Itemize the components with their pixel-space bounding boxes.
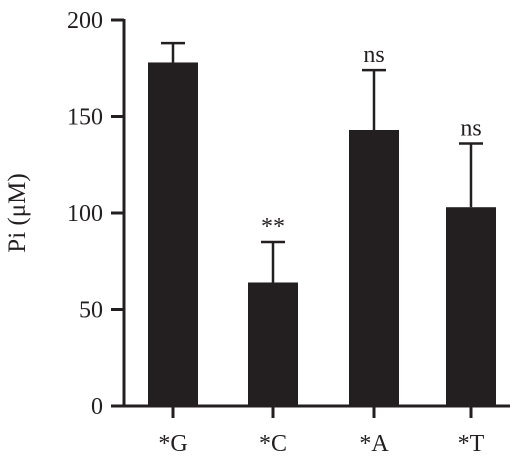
x-ticks: *G *C *A *T	[158, 406, 485, 457]
error-bars	[161, 41, 483, 283]
x-tick-label: *T	[458, 431, 485, 457]
y-axis-title: Pi (μM)	[4, 173, 31, 252]
significance-label: **	[261, 214, 285, 240]
y-tick-label: 0	[91, 394, 103, 420]
bar-1	[248, 282, 298, 406]
y-tick-label: 150	[67, 105, 103, 131]
x-tick-label: *A	[359, 431, 389, 457]
bar-0	[148, 62, 198, 407]
y-ticks: 0 50 100 150 200	[67, 8, 124, 420]
y-tick-label: 200	[67, 8, 103, 34]
bar-2	[349, 130, 399, 406]
significance-label: ns	[363, 42, 384, 68]
y-tick-label: 100	[67, 201, 103, 227]
bar-3	[446, 207, 496, 406]
significance-label: ns	[460, 116, 481, 142]
significance-labels: ** ns ns	[261, 42, 482, 240]
bars	[148, 62, 496, 407]
y-tick-label: 50	[79, 298, 103, 324]
x-tick-label: *C	[259, 431, 287, 457]
x-tick-label: *G	[158, 431, 187, 457]
